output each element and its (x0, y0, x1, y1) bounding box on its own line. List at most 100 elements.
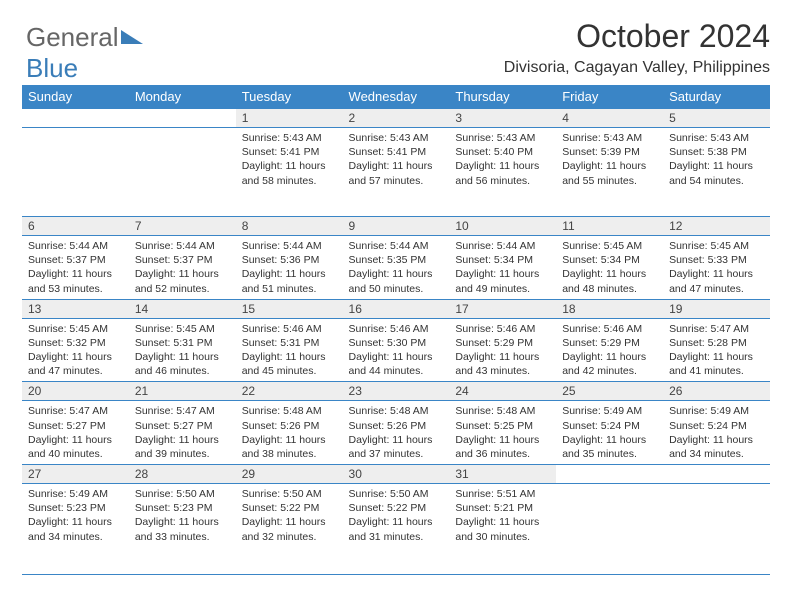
day-number: 12 (663, 217, 770, 236)
day-cell: Sunrise: 5:44 AMSunset: 5:37 PMDaylight:… (22, 236, 129, 300)
day-info-row: Sunrise: 5:49 AMSunset: 5:23 PMDaylight:… (22, 484, 770, 573)
day-info: Sunrise: 5:43 AMSunset: 5:39 PMDaylight:… (556, 128, 663, 191)
day-number: 27 (22, 465, 129, 484)
empty-cell (129, 128, 236, 217)
day-info: Sunrise: 5:50 AMSunset: 5:22 PMDaylight:… (236, 484, 343, 547)
day-cell: Sunrise: 5:47 AMSunset: 5:27 PMDaylight:… (22, 401, 129, 465)
day-cell: Sunrise: 5:44 AMSunset: 5:35 PMDaylight:… (343, 236, 450, 300)
day-number: 28 (129, 465, 236, 484)
day-cell: Sunrise: 5:49 AMSunset: 5:24 PMDaylight:… (556, 401, 663, 465)
day-cell: Sunrise: 5:43 AMSunset: 5:41 PMDaylight:… (236, 128, 343, 217)
empty-cell (556, 484, 663, 573)
day-info: Sunrise: 5:44 AMSunset: 5:37 PMDaylight:… (22, 236, 129, 299)
empty-cell (556, 465, 663, 484)
day-number: 13 (22, 299, 129, 318)
day-number: 4 (556, 109, 663, 128)
day-number-row: 2728293031 (22, 465, 770, 484)
day-info: Sunrise: 5:45 AMSunset: 5:31 PMDaylight:… (129, 319, 236, 382)
day-info: Sunrise: 5:43 AMSunset: 5:38 PMDaylight:… (663, 128, 770, 191)
day-info-row: Sunrise: 5:45 AMSunset: 5:32 PMDaylight:… (22, 318, 770, 382)
day-info-row: Sunrise: 5:44 AMSunset: 5:37 PMDaylight:… (22, 236, 770, 300)
day-number: 10 (449, 217, 556, 236)
day-info: Sunrise: 5:44 AMSunset: 5:34 PMDaylight:… (449, 236, 556, 299)
day-info: Sunrise: 5:43 AMSunset: 5:41 PMDaylight:… (236, 128, 343, 191)
day-cell: Sunrise: 5:43 AMSunset: 5:41 PMDaylight:… (343, 128, 450, 217)
calendar-body: 12345 Sunrise: 5:43 AMSunset: 5:41 PMDay… (22, 109, 770, 573)
day-info: Sunrise: 5:46 AMSunset: 5:29 PMDaylight:… (449, 319, 556, 382)
weekday-header: Friday (556, 85, 663, 109)
day-cell: Sunrise: 5:49 AMSunset: 5:24 PMDaylight:… (663, 401, 770, 465)
day-number: 19 (663, 299, 770, 318)
day-info: Sunrise: 5:47 AMSunset: 5:27 PMDaylight:… (22, 401, 129, 464)
empty-cell (129, 109, 236, 128)
day-info: Sunrise: 5:47 AMSunset: 5:28 PMDaylight:… (663, 319, 770, 382)
day-info: Sunrise: 5:43 AMSunset: 5:41 PMDaylight:… (343, 128, 450, 191)
day-cell: Sunrise: 5:48 AMSunset: 5:26 PMDaylight:… (236, 401, 343, 465)
day-info: Sunrise: 5:43 AMSunset: 5:40 PMDaylight:… (449, 128, 556, 191)
day-number: 3 (449, 109, 556, 128)
day-cell: Sunrise: 5:50 AMSunset: 5:23 PMDaylight:… (129, 484, 236, 573)
day-cell: Sunrise: 5:47 AMSunset: 5:28 PMDaylight:… (663, 318, 770, 382)
day-number: 30 (343, 465, 450, 484)
day-info: Sunrise: 5:48 AMSunset: 5:26 PMDaylight:… (343, 401, 450, 464)
day-number: 8 (236, 217, 343, 236)
weekday-header: Saturday (663, 85, 770, 109)
day-cell: Sunrise: 5:47 AMSunset: 5:27 PMDaylight:… (129, 401, 236, 465)
day-number: 9 (343, 217, 450, 236)
day-info: Sunrise: 5:48 AMSunset: 5:25 PMDaylight:… (449, 401, 556, 464)
day-number: 5 (663, 109, 770, 128)
day-info: Sunrise: 5:47 AMSunset: 5:27 PMDaylight:… (129, 401, 236, 464)
day-number-row: 12345 (22, 109, 770, 128)
day-cell: Sunrise: 5:45 AMSunset: 5:31 PMDaylight:… (129, 318, 236, 382)
day-info: Sunrise: 5:46 AMSunset: 5:31 PMDaylight:… (236, 319, 343, 382)
day-info: Sunrise: 5:50 AMSunset: 5:22 PMDaylight:… (343, 484, 450, 547)
day-cell: Sunrise: 5:49 AMSunset: 5:23 PMDaylight:… (22, 484, 129, 573)
day-number: 31 (449, 465, 556, 484)
day-number: 17 (449, 299, 556, 318)
weekday-header: Monday (129, 85, 236, 109)
empty-cell (663, 465, 770, 484)
day-cell: Sunrise: 5:43 AMSunset: 5:40 PMDaylight:… (449, 128, 556, 217)
day-info: Sunrise: 5:45 AMSunset: 5:32 PMDaylight:… (22, 319, 129, 382)
logo: General Blue (26, 22, 143, 84)
day-cell: Sunrise: 5:50 AMSunset: 5:22 PMDaylight:… (343, 484, 450, 573)
logo-triangle-icon (121, 30, 143, 44)
day-info: Sunrise: 5:45 AMSunset: 5:34 PMDaylight:… (556, 236, 663, 299)
day-number: 26 (663, 382, 770, 401)
day-info-row: Sunrise: 5:43 AMSunset: 5:41 PMDaylight:… (22, 128, 770, 217)
day-number: 14 (129, 299, 236, 318)
day-cell: Sunrise: 5:45 AMSunset: 5:34 PMDaylight:… (556, 236, 663, 300)
empty-cell (22, 128, 129, 217)
day-cell: Sunrise: 5:48 AMSunset: 5:26 PMDaylight:… (343, 401, 450, 465)
day-number: 24 (449, 382, 556, 401)
weekday-header-row: SundayMondayTuesdayWednesdayThursdayFrid… (22, 85, 770, 109)
day-number-row: 13141516171819 (22, 299, 770, 318)
day-info: Sunrise: 5:49 AMSunset: 5:23 PMDaylight:… (22, 484, 129, 547)
day-number-row: 6789101112 (22, 217, 770, 236)
day-number: 15 (236, 299, 343, 318)
day-cell: Sunrise: 5:46 AMSunset: 5:30 PMDaylight:… (343, 318, 450, 382)
day-info: Sunrise: 5:50 AMSunset: 5:23 PMDaylight:… (129, 484, 236, 547)
day-cell: Sunrise: 5:44 AMSunset: 5:37 PMDaylight:… (129, 236, 236, 300)
day-number: 23 (343, 382, 450, 401)
day-info: Sunrise: 5:46 AMSunset: 5:29 PMDaylight:… (556, 319, 663, 382)
weekday-header: Thursday (449, 85, 556, 109)
day-cell: Sunrise: 5:50 AMSunset: 5:22 PMDaylight:… (236, 484, 343, 573)
day-number: 25 (556, 382, 663, 401)
day-cell: Sunrise: 5:51 AMSunset: 5:21 PMDaylight:… (449, 484, 556, 573)
day-number: 16 (343, 299, 450, 318)
empty-cell (22, 109, 129, 128)
day-info: Sunrise: 5:44 AMSunset: 5:35 PMDaylight:… (343, 236, 450, 299)
day-number-row: 20212223242526 (22, 382, 770, 401)
day-cell: Sunrise: 5:46 AMSunset: 5:31 PMDaylight:… (236, 318, 343, 382)
day-info: Sunrise: 5:49 AMSunset: 5:24 PMDaylight:… (663, 401, 770, 464)
day-info: Sunrise: 5:44 AMSunset: 5:36 PMDaylight:… (236, 236, 343, 299)
calendar-page: General Blue October 2024 Divisoria, Cag… (0, 0, 792, 612)
day-cell: Sunrise: 5:45 AMSunset: 5:33 PMDaylight:… (663, 236, 770, 300)
footer-divider (22, 574, 770, 575)
logo-blue: Blue (26, 53, 78, 83)
day-number: 20 (22, 382, 129, 401)
day-number: 6 (22, 217, 129, 236)
day-number: 1 (236, 109, 343, 128)
logo-general: General (26, 22, 119, 52)
